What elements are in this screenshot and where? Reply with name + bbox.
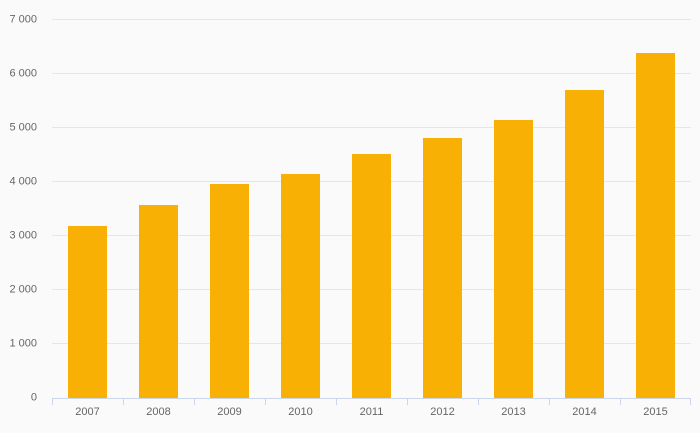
bar-2010 — [280, 174, 321, 398]
x-axis-tick — [619, 399, 621, 405]
x-axis-label: 2008 — [146, 406, 171, 418]
y-axis-label: 0 — [30, 391, 37, 404]
y-axis-label: 3 000 — [9, 229, 37, 242]
gridline — [52, 127, 691, 128]
x-axis-label: 2013 — [501, 406, 526, 418]
y-axis-label: 1 000 — [9, 337, 37, 350]
y-axis-label: 6 000 — [9, 67, 37, 80]
x-axis-label: 2012 — [430, 406, 455, 418]
x-axis-tick — [478, 399, 479, 405]
bar-2012 — [422, 137, 463, 398]
y-axis-label: 5 000 — [9, 121, 37, 134]
x-axis-label: 2011 — [359, 406, 384, 418]
x-axis-label: 2010 — [288, 406, 313, 418]
x-axis-tick — [193, 399, 195, 405]
plot-area — [52, 19, 691, 405]
x-axis-tick — [407, 399, 408, 405]
x-axis-tick — [690, 399, 691, 405]
y-axis-label: 4 000 — [9, 175, 37, 188]
x-axis-label: 2007 — [75, 406, 100, 418]
x-axis-tick — [122, 399, 124, 405]
x-axis-tick — [52, 399, 53, 405]
gridline — [52, 19, 691, 20]
y-axis-label: 7 000 — [9, 13, 37, 26]
bar-2013 — [493, 120, 534, 398]
bar-2015 — [635, 52, 676, 398]
x-axis-tick — [265, 399, 266, 405]
gridline — [52, 73, 691, 74]
bar-2014 — [564, 90, 605, 398]
x-axis-tick — [549, 399, 550, 405]
bar-2007 — [67, 226, 108, 398]
x-axis-label: 2015 — [643, 406, 668, 418]
x-axis-label: 2014 — [572, 406, 597, 418]
x-axis-tick — [335, 399, 337, 405]
bar-2011 — [351, 153, 392, 398]
x-axis-label: 2009 — [217, 406, 242, 418]
x-axis-line — [52, 398, 691, 399]
bar-2009 — [209, 183, 250, 398]
bar-2008 — [138, 204, 179, 398]
y-axis-label: 2 000 — [9, 283, 37, 296]
